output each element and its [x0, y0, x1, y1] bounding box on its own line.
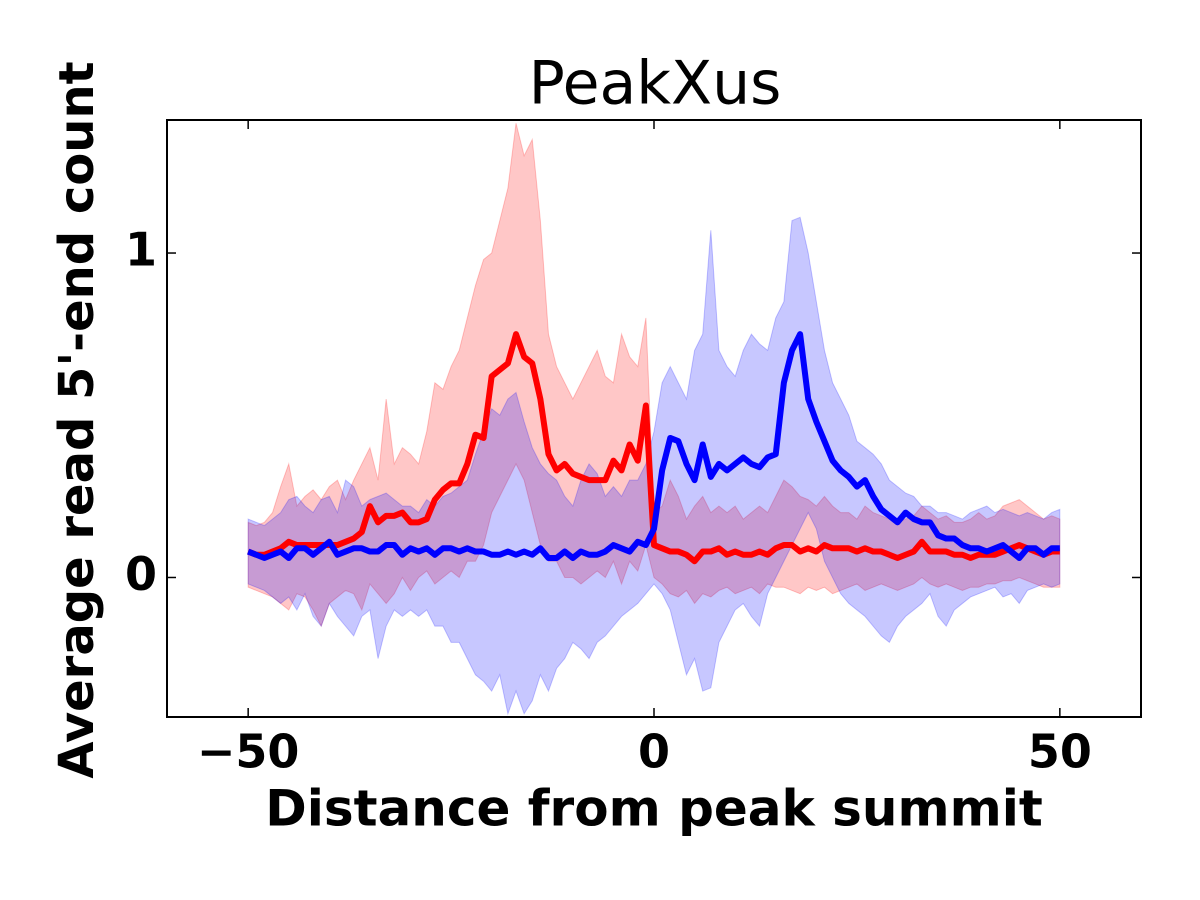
- y-tick-label: 1: [125, 223, 157, 277]
- error-band: [247, 216, 1061, 716]
- plot-area: [247, 123, 1061, 716]
- x-tick-label: 50: [1028, 725, 1092, 779]
- chart-title: PeakXus: [529, 49, 782, 119]
- y-tick-label: 0: [125, 547, 157, 601]
- error-band: [247, 123, 1061, 628]
- x-tick-label: −50: [197, 725, 300, 779]
- line: [247, 331, 1060, 565]
- line: [247, 331, 1060, 562]
- plot-frame: [166, 119, 1142, 718]
- y-axis-label: Average read 5'-end count: [49, 61, 105, 778]
- x-tick-label: 0: [638, 725, 670, 779]
- x-axis-label: Distance from peak summit: [265, 780, 1043, 838]
